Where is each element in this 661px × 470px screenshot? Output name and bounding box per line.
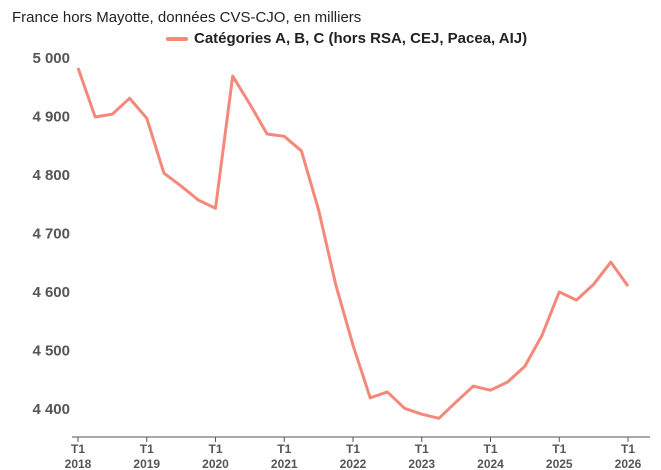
legend-label: Catégories A, B, C (hors RSA, CEJ, Pacea… (194, 30, 528, 47)
x-tick-label: T1 2022 (339, 442, 367, 470)
y-tick-label: 4 600 (32, 284, 70, 301)
y-tick-label: 5 000 (32, 50, 70, 67)
x-tick-label: T1 2024 (477, 442, 504, 470)
y-tick-label: 4 900 (32, 109, 70, 126)
x-tick-label: T1 2026 (614, 442, 642, 470)
x-tick-label: T1 2023 (408, 442, 436, 470)
legend-swatch (166, 36, 188, 41)
subtitle: France hors Mayotte, données CVS-CJO, en… (12, 9, 362, 26)
y-tick-label: 4 700 (32, 226, 70, 243)
y-tick-label: 4 400 (32, 401, 70, 418)
x-tick-label: T1 2018 (64, 442, 92, 470)
legend: Catégories A, B, C (hors RSA, CEJ, Pacea… (166, 30, 527, 47)
y-tick-label: 4 800 (32, 167, 70, 184)
x-tick-label: T1 2020 (202, 442, 229, 470)
series-line (76, 67, 630, 420)
x-tick-label: T1 2025 (545, 442, 573, 470)
y-tick-label: 4 500 (32, 343, 70, 360)
x-tick-label: T1 2019 (133, 442, 161, 470)
x-tick-label: T1 2021 (270, 442, 298, 470)
